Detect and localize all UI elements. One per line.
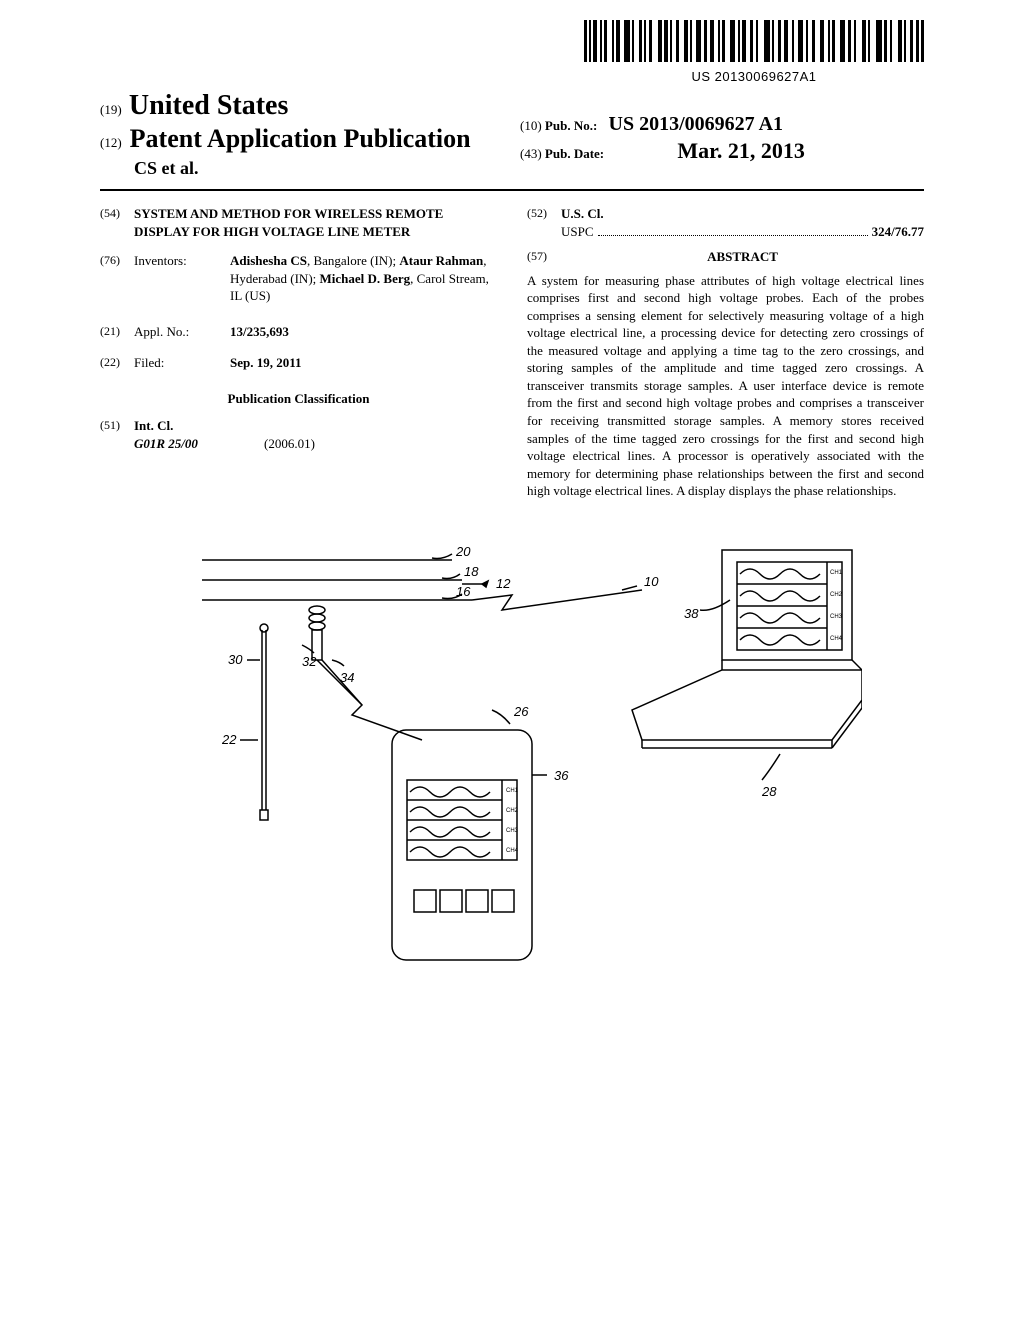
publication-date: Mar. 21, 2013 (677, 138, 805, 163)
filed-date: Sep. 19, 2011 (230, 354, 497, 372)
code-54: (54) (100, 205, 134, 240)
lp-ch1: CH1 (830, 570, 843, 576)
ref-28: 28 (761, 784, 777, 799)
hh-ch4: CH4 (506, 848, 519, 854)
publication-classification-heading: Publication Classification (100, 390, 497, 408)
code-12: (12) (100, 135, 122, 150)
code-57: (57) (527, 248, 561, 270)
uspc-label: USPC (561, 223, 594, 241)
code-43: (43) (520, 146, 542, 161)
patent-title: SYSTEM AND METHOD FOR WIRELESS REMOTE DI… (134, 205, 497, 240)
inventors-list: Adishesha CS, Bangalore (IN); Ataur Rahm… (230, 252, 497, 305)
pubdate-label: Pub. Date: (545, 146, 604, 161)
barcode-svg (584, 20, 924, 62)
code-10: (10) (520, 118, 542, 133)
intcl-label: Int. Cl. (134, 417, 497, 435)
hh-ch3: CH3 (506, 828, 519, 834)
ref-26: 26 (513, 704, 529, 719)
uspc-dots (598, 225, 868, 236)
inventors-label: Inventors: (134, 252, 230, 305)
patent-figure: 20 18 16 12 30 22 32 34 26 36 10 38 28 C… (100, 530, 924, 975)
ref-20: 20 (455, 544, 471, 559)
applno-label: Appl. No.: (134, 323, 230, 341)
abstract-heading: ABSTRACT (561, 248, 924, 266)
hh-ch1: CH1 (506, 788, 519, 794)
lp-ch4: CH4 (830, 636, 843, 642)
code-76: (76) (100, 252, 134, 305)
ref-10: 10 (644, 574, 659, 589)
code-19: (19) (100, 102, 122, 117)
publication-number: US 2013/0069627 A1 (609, 113, 783, 135)
ref-22: 22 (221, 732, 237, 747)
code-22: (22) (100, 354, 134, 372)
code-51: (51) (100, 417, 134, 452)
ref-16: 16 (456, 584, 471, 599)
filed-label: Filed: (134, 354, 230, 372)
ref-38: 38 (684, 606, 699, 621)
header-rule (100, 189, 924, 191)
application-number: 13/235,693 (230, 323, 497, 341)
code-21: (21) (100, 323, 134, 341)
hh-ch2: CH2 (506, 808, 519, 814)
abstract-text: A system for measuring phase attributes … (527, 272, 924, 500)
ref-32: 32 (302, 654, 317, 669)
pubno-label: Pub. No.: (545, 118, 597, 133)
ref-18: 18 (464, 564, 479, 579)
lp-ch2: CH2 (830, 592, 843, 598)
country: United States (129, 90, 288, 121)
barcode-block: US 20130069627A1 (584, 20, 924, 84)
lp-ch3: CH3 (830, 614, 843, 620)
uscl-label: U.S. Cl. (561, 205, 924, 223)
barcode-text: US 20130069627A1 (584, 69, 924, 84)
ref-36: 36 (554, 768, 569, 783)
ref-34: 34 (340, 670, 354, 685)
intcl-year: (2006.01) (264, 435, 315, 453)
code-52: (52) (527, 205, 561, 240)
ref-12: 12 (496, 576, 511, 591)
ref-30: 30 (228, 652, 243, 667)
intcl-code: G01R 25/00 (134, 435, 264, 453)
publication-type: Patent Application Publication (130, 124, 471, 153)
uspc-code: 324/76.77 (872, 223, 924, 241)
